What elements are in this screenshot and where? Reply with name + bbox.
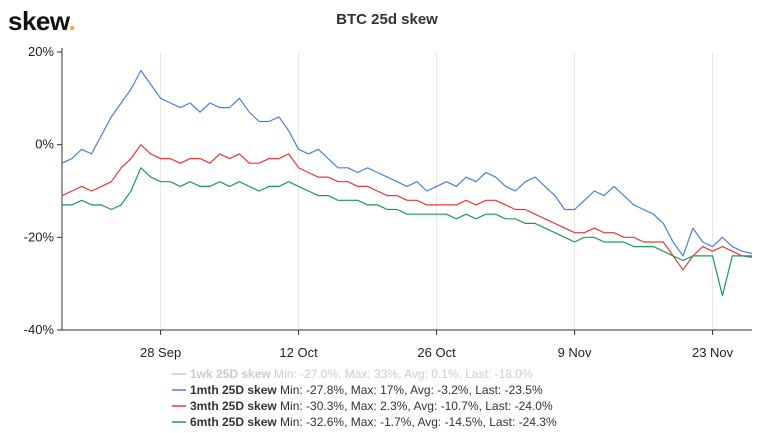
legend-series-name: 1wk 25D skew	[190, 367, 271, 381]
y-tick-label-1: 0%	[35, 137, 54, 152]
plot-area	[61, 69, 753, 297]
legend-label: 6mth 25D skew Min: -32.6%, Max: -1.7%, A…	[190, 415, 557, 429]
y-axis-ticks: 20% 0% -20% -40%	[24, 44, 62, 337]
legend-label: 1wk 25D skew Min: -27.0%, Max: 33%, Avg:…	[190, 367, 533, 381]
legend-series-stats: Min: -32.6%, Max: -1.7%, Avg: -14.5%, La…	[277, 415, 557, 429]
legend-item-1wk[interactable]: 1wk 25D skew Min: -27.0%, Max: 33%, Avg:…	[172, 367, 533, 381]
legend-item-1mth[interactable]: 1mth 25D skew Min: -27.8%, Max: 17%, Avg…	[172, 383, 543, 397]
series-line-6mth	[62, 167, 753, 297]
skew-logo: skew.	[8, 6, 76, 37]
legend-series-name: 6mth 25D skew	[190, 415, 277, 429]
legend-series-stats: Min: -30.3%, Max: 2.3%, Avg: -10.7%, Las…	[277, 399, 553, 413]
legend-series-stats: Min: -27.8%, Max: 17%, Avg: -3.2%, Last:…	[277, 383, 543, 397]
axes	[61, 48, 752, 331]
x-tick-label-4: 23 Nov	[692, 345, 734, 360]
chart-title: BTC 25d skew	[336, 11, 438, 28]
legend[interactable]: 1wk 25D skew Min: -27.0%, Max: 33%, Avg:…	[172, 367, 557, 429]
y-tick-label-2: -20%	[24, 229, 55, 244]
series-line-1mth	[61, 69, 753, 257]
y-tick-label-0: 20%	[28, 44, 54, 59]
x-tick-label-3: 9 Nov	[558, 345, 592, 360]
legend-series-name: 1mth 25D skew	[190, 383, 277, 397]
legend-series-stats: Min: -27.0%, Max: 33%, Avg: 0.1%, Last: …	[271, 367, 533, 381]
gridlines	[160, 52, 714, 330]
x-tick-label-2: 26 Oct	[417, 345, 456, 360]
series-line-3mth	[61, 144, 752, 271]
y-tick-label-3: -40%	[24, 322, 55, 337]
legend-item-6mth[interactable]: 6mth 25D skew Min: -32.6%, Max: -1.7%, A…	[172, 415, 557, 429]
x-axis-ticks: 28 Sep 12 Oct 26 Oct 9 Nov 23 Nov	[140, 330, 734, 360]
legend-series-name: 3mth 25D skew	[190, 399, 277, 413]
legend-item-3mth[interactable]: 3mth 25D skew Min: -30.3%, Max: 2.3%, Av…	[172, 399, 553, 413]
x-tick-label-1: 12 Oct	[279, 345, 318, 360]
legend-label: 3mth 25D skew Min: -30.3%, Max: 2.3%, Av…	[190, 399, 553, 413]
logo-text: skew	[8, 6, 69, 36]
x-tick-label-0: 28 Sep	[140, 345, 181, 360]
logo-dot: .	[68, 6, 76, 36]
legend-label: 1mth 25D skew Min: -27.8%, Max: 17%, Avg…	[190, 383, 543, 397]
